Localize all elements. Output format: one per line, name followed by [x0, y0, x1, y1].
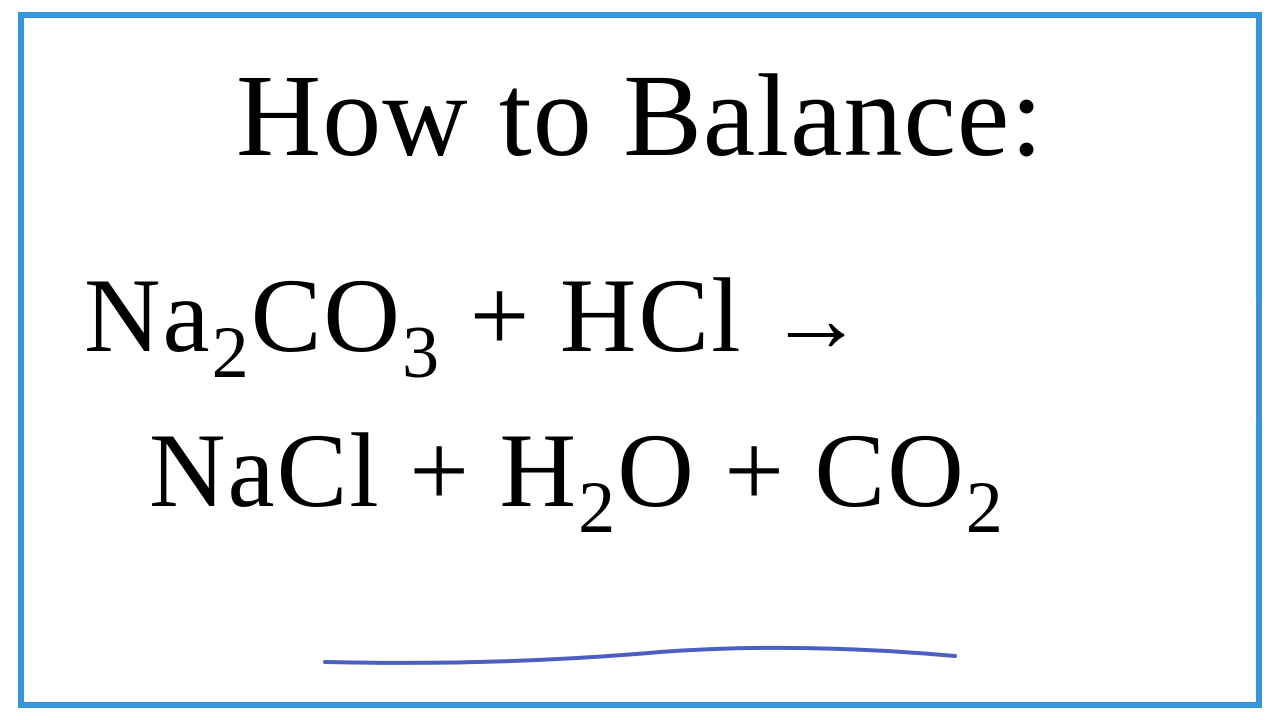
el-co: CO	[251, 257, 402, 374]
page-title: How to Balance:	[64, 48, 1216, 184]
el-sub2c: 2	[966, 467, 1005, 549]
el-h: H	[500, 412, 579, 529]
el-plus1: +	[441, 257, 560, 374]
side-annotation-mark	[1257, 300, 1260, 420]
reaction-arrow: →	[743, 266, 866, 372]
el-sub2a: 2	[212, 312, 251, 394]
el-sub2b: 2	[578, 467, 617, 549]
el-na: Na	[84, 257, 212, 374]
equation-products: NaCl + H2O + CO2	[64, 399, 1216, 554]
el-hcl: HCl	[560, 257, 743, 374]
el-plus3: +	[696, 412, 815, 529]
underline-decoration	[320, 634, 960, 674]
el-nacl: NaCl	[149, 412, 381, 529]
el-co2: CO	[815, 412, 966, 529]
equation-reactants: Na2CO3 + HCl →	[64, 244, 1216, 399]
el-plus2: +	[381, 412, 500, 529]
el-sub3: 3	[402, 312, 441, 394]
content-frame: How to Balance: Na2CO3 + HCl → NaCl + H2…	[18, 12, 1262, 708]
el-o: O	[617, 412, 696, 529]
